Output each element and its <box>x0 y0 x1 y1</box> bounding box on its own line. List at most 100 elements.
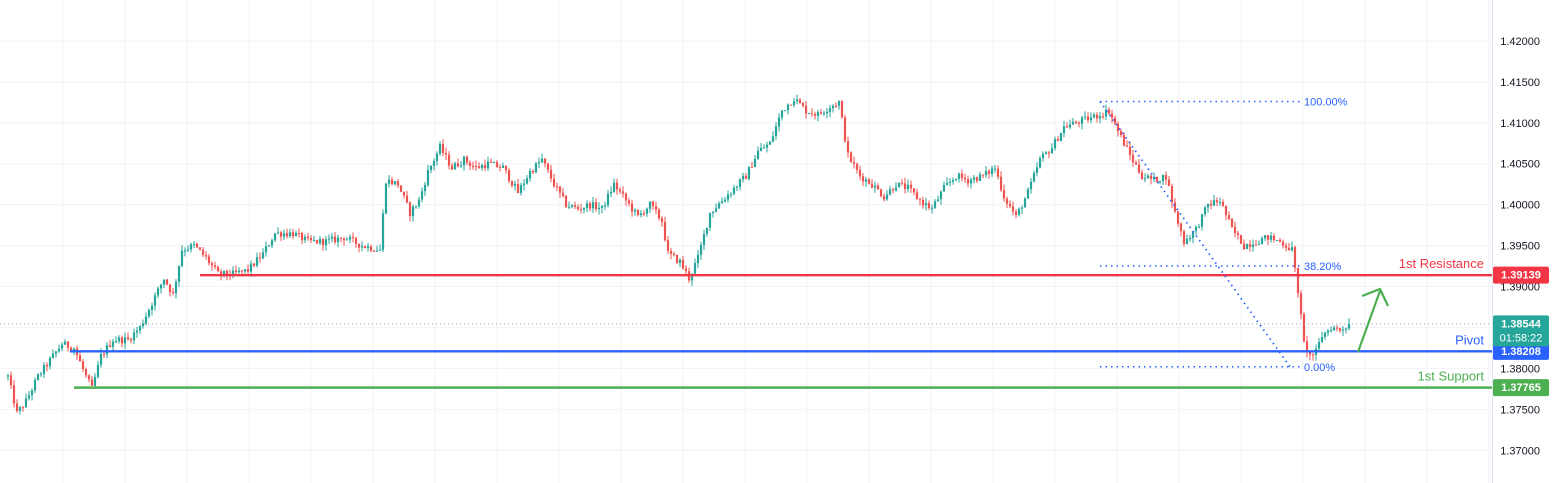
candle <box>939 190 943 205</box>
candle <box>417 196 421 209</box>
candle <box>558 186 562 198</box>
candle <box>306 232 310 241</box>
candle <box>54 350 58 358</box>
candle <box>450 162 454 171</box>
candle <box>357 243 361 253</box>
level-pivot[interactable]: Pivot <box>70 332 1492 353</box>
candle <box>1209 199 1213 210</box>
candle <box>1257 240 1261 246</box>
y-tick-label: 1.37000 <box>1500 445 1540 457</box>
candle <box>594 198 598 212</box>
candle <box>168 283 172 297</box>
candle <box>21 405 25 412</box>
candle <box>885 190 889 201</box>
candle <box>1164 171 1168 185</box>
candle <box>1251 239 1255 252</box>
candle <box>1200 214 1204 231</box>
candle <box>318 236 322 246</box>
candle <box>1317 338 1321 351</box>
candle <box>1341 326 1345 337</box>
candle <box>1206 203 1210 213</box>
candle <box>807 112 811 115</box>
y-tick-label: 1.37500 <box>1500 404 1540 416</box>
candle <box>1005 196 1009 209</box>
candle <box>723 196 727 203</box>
candle <box>180 245 184 268</box>
candle <box>414 205 418 209</box>
candle <box>402 191 406 199</box>
candle <box>837 100 841 110</box>
y-tick-label: 1.39000 <box>1500 282 1540 294</box>
candle <box>126 332 130 341</box>
candle <box>672 251 676 257</box>
candle <box>33 377 37 393</box>
price-axis[interactable]: 1.370001.375001.380001.385001.390001.395… <box>1492 0 1562 483</box>
candle <box>429 165 433 174</box>
candle <box>444 147 448 161</box>
level-1st-resistance[interactable]: 1st Resistance <box>200 256 1492 277</box>
candle <box>9 371 13 390</box>
candle <box>525 174 529 185</box>
candle <box>1011 201 1015 216</box>
candle <box>987 169 991 179</box>
candle <box>1068 119 1072 130</box>
y-tick-label: 1.40000 <box>1500 200 1540 212</box>
candle <box>162 279 166 289</box>
candle <box>717 201 721 210</box>
candle <box>366 243 370 252</box>
candle <box>285 228 289 239</box>
candle <box>441 139 445 157</box>
candle <box>714 203 718 213</box>
candle <box>372 249 376 252</box>
candle <box>111 339 115 352</box>
candle <box>792 98 796 108</box>
candle <box>378 244 382 251</box>
candle <box>954 178 958 182</box>
candle <box>1128 141 1132 161</box>
candle <box>1323 331 1327 340</box>
candle <box>261 248 265 260</box>
candle <box>984 166 988 179</box>
candle <box>618 187 622 194</box>
y-tick-label: 1.42000 <box>1500 36 1540 48</box>
candle <box>1161 174 1165 185</box>
candle <box>438 141 442 156</box>
candle <box>387 174 391 188</box>
candle <box>909 180 913 193</box>
candle <box>750 161 754 168</box>
candle <box>141 319 145 329</box>
level-1st-support[interactable]: 1st Support <box>74 369 1492 389</box>
candle <box>1254 240 1258 246</box>
candle <box>1185 234 1189 245</box>
candle <box>1152 172 1156 182</box>
candle <box>459 160 463 169</box>
candle <box>294 230 298 237</box>
candle <box>399 185 403 193</box>
candle <box>1278 237 1282 243</box>
candle <box>1140 169 1144 180</box>
candle <box>1077 120 1081 128</box>
candle <box>1299 290 1303 320</box>
candle <box>42 362 46 379</box>
candle <box>1050 143 1054 154</box>
candle <box>96 360 100 379</box>
candle <box>552 173 556 188</box>
candle <box>423 181 427 197</box>
chart-grid <box>0 0 1492 483</box>
candle <box>579 203 583 214</box>
candle <box>1083 111 1087 120</box>
candle <box>381 209 385 253</box>
candle <box>1272 233 1276 243</box>
candle <box>1245 243 1249 250</box>
candle <box>1275 239 1279 242</box>
candle <box>843 114 847 143</box>
candle <box>858 165 862 181</box>
candle <box>66 340 70 352</box>
candle <box>1029 177 1033 194</box>
candle <box>744 172 748 180</box>
candle <box>555 182 559 192</box>
candle <box>888 185 892 196</box>
candle <box>492 161 496 164</box>
candle <box>309 234 313 244</box>
